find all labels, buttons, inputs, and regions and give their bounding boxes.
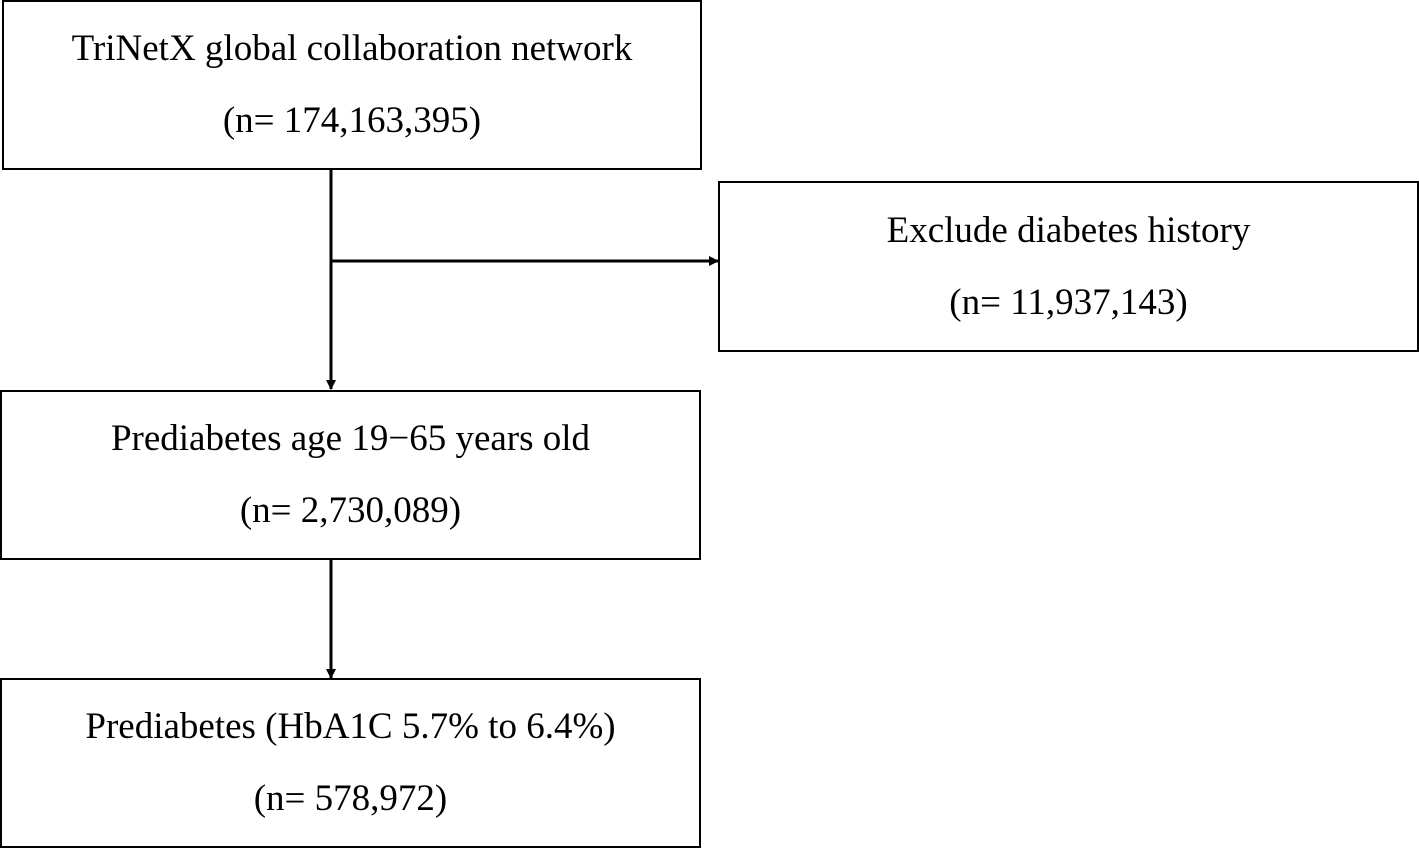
node-box: Exclude diabetes history (n= 11,937,143)	[718, 181, 1419, 352]
node-box: TriNetX global collaboration network (n=…	[2, 0, 702, 170]
node-count: (n= 11,937,143)	[949, 281, 1188, 323]
node-box: Prediabetes (HbA1C 5.7% to 6.4%) (n= 578…	[0, 678, 701, 848]
node-label: TriNetX global collaboration network	[71, 28, 633, 69]
node-label: Exclude diabetes history	[886, 209, 1251, 251]
node-box: Prediabetes age 19−65 years old (n= 2,73…	[0, 390, 701, 560]
node-label: Prediabetes age 19−65 years old	[110, 418, 591, 459]
node-label: Prediabetes (HbA1C 5.7% to 6.4%)	[85, 706, 616, 747]
node-count: (n= 578,972)	[253, 778, 448, 819]
node-count: (n= 174,163,395)	[222, 100, 482, 141]
node-count: (n= 2,730,089)	[239, 490, 462, 531]
